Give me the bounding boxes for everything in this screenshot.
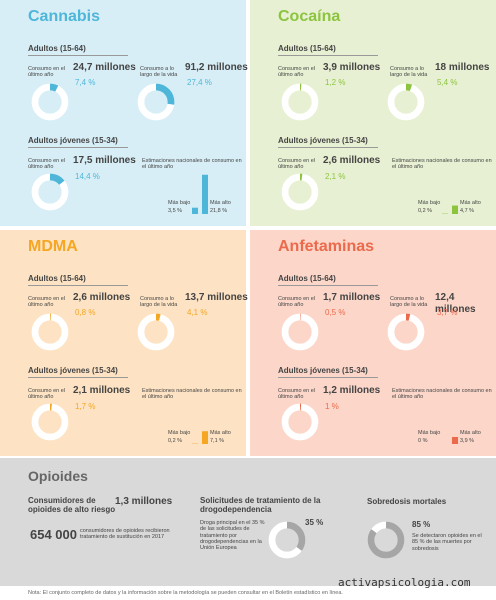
- item-value: 2,1 millones: [73, 385, 131, 396]
- item-value: 17,5 millones: [73, 155, 136, 166]
- item-value: 18 millones: [435, 62, 490, 73]
- item-label: Consumo en el último año: [28, 158, 65, 171]
- panel-title: Anfetaminas: [278, 238, 375, 255]
- item-pct: 5,4 %: [437, 78, 458, 87]
- high-label: Más alto: [460, 200, 481, 206]
- item-label: Consumo a lo largo de la vida: [140, 296, 178, 309]
- item-label: Consumo en el último año: [28, 296, 65, 309]
- item-label: Consumo en el último año: [278, 296, 315, 309]
- value: 654 000: [30, 527, 77, 542]
- section-heading: Adultos (15-64): [278, 44, 378, 57]
- footnote: Nota: El conjunto completo de datos y la…: [28, 590, 343, 596]
- item-label: Consumo en el último año: [28, 66, 65, 79]
- item-pct: 4,1 %: [187, 308, 208, 317]
- panel-title: Cocaína: [278, 8, 341, 25]
- pct: 85 %: [412, 520, 431, 529]
- section-heading: Adultos jóvenes (15-34): [278, 366, 378, 379]
- low-value: 0,2 %: [168, 438, 183, 444]
- heading: Solicitudes de tratamiento de la drogode…: [200, 496, 321, 515]
- estimate-bar: [192, 207, 198, 214]
- high-value: 4,7 %: [460, 208, 475, 214]
- item-value: 12,4 millones: [435, 292, 476, 315]
- high-value: 7,1 %: [210, 438, 225, 444]
- panel-title: Cannabis: [28, 8, 101, 25]
- low-label: Más bajo: [418, 200, 441, 206]
- item-label: Consumo en el último año: [278, 66, 315, 79]
- high-label: Más alto: [210, 430, 231, 436]
- section-heading: Adultos (15-64): [278, 274, 378, 287]
- pct: 35 %: [305, 518, 324, 527]
- estimates-label: Estimaciones nacionales de consumo en el…: [392, 388, 492, 401]
- opioids-panel: [0, 458, 496, 586]
- heading: Consumidores de opioides de alto riesgo: [28, 496, 116, 515]
- item-pct: 1 %: [325, 402, 339, 411]
- low-label: Más bajo: [168, 200, 191, 206]
- item-label: Consumo en el último año: [28, 388, 65, 401]
- item-value: 91,2 millones: [185, 62, 248, 73]
- item-pct: 1,2 %: [325, 78, 346, 87]
- high-label: Más alto: [460, 430, 481, 436]
- watermark: activapsicologia.com: [338, 576, 471, 589]
- section-heading: Adultos jóvenes (15-34): [278, 136, 378, 149]
- estimate-bar: [202, 431, 208, 444]
- item-value: 2,6 millones: [73, 292, 131, 303]
- item-pct: 27,4 %: [187, 78, 212, 87]
- item-pct: 14,4 %: [75, 172, 100, 181]
- low-label: Más bajo: [168, 430, 191, 436]
- text: consumidores de opioides recibieron trat…: [80, 528, 170, 541]
- item-pct: 2,1 %: [325, 172, 346, 181]
- item-label: Consumo en el último año: [278, 158, 315, 171]
- low-value: 0 %: [418, 438, 428, 444]
- item-value: 1,7 millones: [323, 292, 381, 303]
- high-value: 21,8 %: [210, 208, 228, 214]
- low-label: Más bajo: [418, 430, 441, 436]
- high-label: Más alto: [210, 200, 231, 206]
- section-heading: Adultos (15-64): [28, 44, 128, 57]
- item-pct: 3,7 %: [437, 308, 458, 317]
- text: Droga principal en el 35 % de las solici…: [200, 520, 265, 552]
- section-heading: Adultos (15-64): [28, 274, 128, 287]
- section-heading: Adultos jóvenes (15-34): [28, 366, 128, 379]
- item-pct: 0,8 %: [75, 308, 96, 317]
- estimate-bar: [452, 436, 458, 444]
- estimates-label: Estimaciones nacionales de consumo en el…: [142, 158, 242, 171]
- panel-title: MDMA: [28, 238, 78, 255]
- item-value: 3,9 millones: [323, 62, 381, 73]
- heading: Sobredosis mortales: [367, 497, 447, 506]
- item-pct: 7,4 %: [75, 78, 96, 87]
- text: Se detectaron opioides en el 85 % de las…: [412, 533, 482, 552]
- item-value: 1,2 millones: [323, 385, 381, 396]
- item-label: Consumo a lo largo de la vida: [140, 66, 178, 79]
- item-value: 24,7 millones: [73, 62, 136, 73]
- item-value: 13,7 millones: [185, 292, 248, 303]
- item-pct: 1,7 %: [75, 402, 96, 411]
- estimates-label: Estimaciones nacionales de consumo en el…: [142, 388, 242, 401]
- low-value: 3,5 %: [168, 208, 183, 214]
- estimates-label: Estimaciones nacionales de consumo en el…: [392, 158, 492, 171]
- low-value: 0,2 %: [418, 208, 433, 214]
- estimate-bar: [452, 205, 458, 214]
- estimate-bar: [202, 174, 208, 214]
- item-label: Consumo a lo largo de la vida: [390, 296, 428, 309]
- section-heading: Adultos jóvenes (15-34): [28, 136, 128, 149]
- opioids-title: Opioides: [28, 468, 88, 484]
- value: 1,3 millones: [115, 496, 173, 507]
- item-value: 2,6 millones: [323, 155, 381, 166]
- item-pct: 0,5 %: [325, 308, 346, 317]
- item-label: Consumo en el último año: [278, 388, 315, 401]
- item-label: Consumo a lo largo de la vida: [390, 66, 428, 79]
- high-value: 3,9 %: [460, 438, 475, 444]
